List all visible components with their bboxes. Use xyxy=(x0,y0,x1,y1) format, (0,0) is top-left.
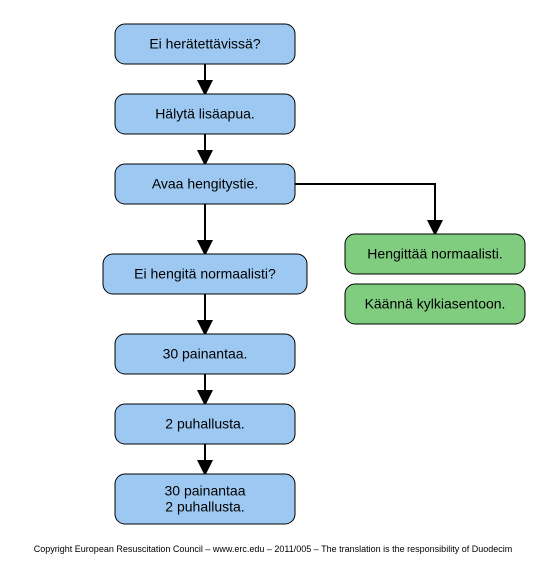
flow-node: 2 puhallusta. xyxy=(115,404,295,444)
flow-node-label: 30 painantaa. xyxy=(163,346,248,362)
flow-node-label: 30 painantaa xyxy=(165,483,246,499)
flow-node-label: 2 puhallusta. xyxy=(165,416,244,432)
flow-node: Hengittää normaalisti. xyxy=(345,234,525,274)
flow-node-label: Ei herätettävissä? xyxy=(149,36,260,52)
flow-node: Ei herätettävissä? xyxy=(115,24,295,64)
flow-node-label: Käännä kylkiasentoon. xyxy=(365,296,506,312)
flow-node: Ei hengitä normaalisti? xyxy=(103,254,307,294)
flow-node: 30 painantaa. xyxy=(115,334,295,374)
footer-copyright: Copyright European Resuscitation Council… xyxy=(34,544,512,554)
flow-arrow xyxy=(295,184,435,232)
flow-node-label: Avaa hengitystie. xyxy=(152,176,258,192)
flow-node: Hälytä lisäapua. xyxy=(115,94,295,134)
flow-node-label: Hälytä lisäapua. xyxy=(155,106,255,122)
flow-node-label: 2 puhallusta. xyxy=(165,499,244,515)
flowchart-canvas: Ei herätettävissä? Hälytä lisäapua. Avaa h… xyxy=(0,0,546,563)
flow-node: Avaa hengitystie. xyxy=(115,164,295,204)
flow-node-label: Ei hengitä normaalisti? xyxy=(134,266,276,282)
flow-node: 30 painantaa2 puhallusta. xyxy=(115,474,295,524)
flow-node-label: Hengittää normaalisti. xyxy=(367,246,502,262)
flow-node: Käännä kylkiasentoon. xyxy=(345,284,525,324)
